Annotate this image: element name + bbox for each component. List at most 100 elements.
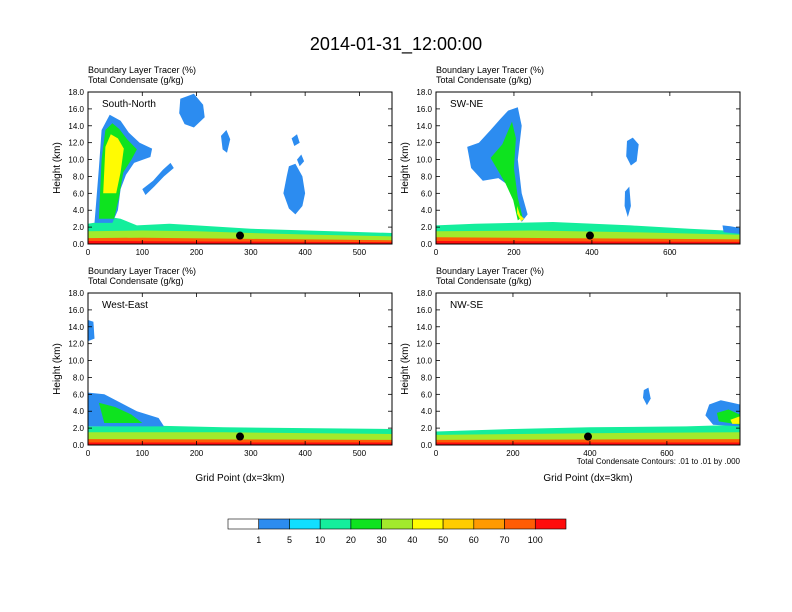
y-tick-label: 4.0: [73, 206, 85, 215]
y-tick-label: 6.0: [73, 390, 85, 399]
tracer-field: [436, 92, 740, 244]
tracer-region: [142, 162, 174, 195]
panel-sw-ne: Boundary Layer Tracer (%)Total Condensat…: [400, 65, 741, 257]
panel-field-label: Boundary Layer Tracer (%): [88, 266, 196, 276]
y-tick-label: 16.0: [68, 306, 84, 315]
tracer-region: [624, 186, 631, 217]
location-marker: [236, 432, 244, 441]
y-tick-label: 10.0: [68, 156, 84, 165]
y-tick-label: 18.0: [68, 289, 84, 298]
panel-field-label: Boundary Layer Tracer (%): [436, 266, 544, 276]
y-axis-label: Height (km): [52, 142, 63, 194]
y-tick-label: 6.0: [73, 189, 85, 198]
plot-frame: [87, 292, 393, 446]
y-tick-label: 4.0: [73, 407, 85, 416]
colorbar-label: 10: [315, 535, 325, 545]
x-tick-label: 500: [353, 449, 367, 458]
location-marker: [585, 231, 594, 240]
panel-south-north: Boundary Layer Tracer (%)Total Condensat…: [52, 65, 393, 257]
y-tick-label: 14.0: [416, 323, 432, 332]
x-tick-label: 100: [136, 248, 150, 257]
tracer-region: [626, 137, 639, 166]
plot-background: [88, 92, 392, 244]
colorbar-swatch: [473, 518, 505, 530]
x-tick-label: 300: [244, 449, 258, 458]
y-tick-label: 16.0: [68, 105, 84, 114]
y-tick-label: 14.0: [68, 122, 84, 131]
y-tick-label: 14.0: [416, 122, 432, 131]
x-tick-label: 200: [190, 248, 204, 257]
y-tick-label: 2.0: [421, 424, 433, 433]
colorbar-swatch: [381, 518, 413, 530]
x-tick-label: 200: [506, 449, 520, 458]
colorbar-label: 20: [346, 535, 356, 545]
y-tick-label: 10.0: [416, 357, 432, 366]
location-marker: [236, 231, 244, 240]
tracer-region: [179, 93, 205, 128]
colorbar-swatch: [534, 518, 567, 530]
y-tick-label: 6.0: [421, 189, 433, 198]
tracer-region: [730, 416, 740, 424]
plot-frame: [435, 91, 741, 245]
section-name: NW-SE: [450, 300, 483, 311]
figure-title: 2014-01-31_12:00:00: [310, 34, 482, 55]
x-axis-label: Grid Point (dx=3km): [543, 473, 632, 484]
tracer-region: [221, 130, 231, 153]
tracer-region: [643, 387, 651, 406]
section-name: West-East: [102, 300, 148, 311]
plot-frame: [87, 91, 393, 245]
y-tick-label: 8.0: [421, 172, 433, 181]
x-tick-label: 600: [663, 248, 677, 257]
x-tick-label: 300: [244, 248, 258, 257]
y-tick-label: 12.0: [416, 340, 432, 349]
y-tick-label: 18.0: [416, 289, 432, 298]
plot-frame: [435, 292, 741, 446]
colorbar-swatch: [442, 518, 475, 530]
tracer-region: [88, 320, 95, 342]
tracer-region: [98, 402, 143, 423]
y-tick-label: 6.0: [421, 390, 433, 399]
y-tick-label: 18.0: [68, 88, 84, 97]
tracer-field: [88, 92, 392, 244]
y-tick-label: 2.0: [73, 424, 85, 433]
x-tick-label: 200: [190, 449, 204, 458]
y-axis-label: Height (km): [400, 343, 411, 395]
section-name: South-North: [102, 99, 156, 110]
colorbar-swatch: [319, 518, 352, 530]
panel-field-label: Boundary Layer Tracer (%): [436, 65, 544, 75]
x-tick-label: 0: [434, 248, 439, 257]
colorbar-label: 100: [528, 535, 543, 545]
tracer-region: [436, 442, 740, 445]
x-tick-label: 100: [136, 449, 150, 458]
tracer-region: [436, 241, 740, 244]
y-tick-label: 8.0: [73, 172, 85, 181]
tracer-region: [722, 225, 740, 234]
y-tick-label: 18.0: [416, 88, 432, 97]
colorbar-label: 5: [287, 535, 292, 545]
y-axis-label: Height (km): [52, 343, 63, 395]
y-axis-label: Height (km): [400, 142, 411, 194]
panel-west-east: Boundary Layer Tracer (%)Total Condensat…: [52, 266, 393, 484]
tracer-region: [297, 154, 305, 167]
y-tick-label: 4.0: [421, 407, 433, 416]
x-tick-label: 0: [434, 449, 439, 458]
panel-nw-se: Boundary Layer Tracer (%) Total Condensat…: [400, 266, 741, 484]
y-tick-label: 16.0: [416, 306, 432, 315]
plot-background: [436, 293, 740, 445]
x-tick-label: 200: [507, 248, 521, 257]
colorbar-label: 50: [438, 535, 448, 545]
y-tick-label: 14.0: [68, 323, 84, 332]
x-tick-label: 400: [585, 248, 599, 257]
x-tick-label: 0: [86, 449, 91, 458]
x-tick-label: 500: [353, 248, 367, 257]
colorbar-swatch: [258, 518, 290, 530]
colorbar-swatch: [504, 518, 536, 530]
panel-contour-label: Total Condensate (g/kg): [88, 276, 184, 286]
y-tick-label: 2.0: [73, 223, 85, 232]
colorbar-swatch: [289, 518, 321, 530]
panel-contour-label: Total Condensate (g/kg): [436, 75, 532, 85]
y-tick-label: 4.0: [421, 206, 433, 215]
contour-note: Total Condensate Contours: .01 to .01 by…: [577, 457, 741, 466]
y-tick-label: 2.0: [421, 223, 433, 232]
